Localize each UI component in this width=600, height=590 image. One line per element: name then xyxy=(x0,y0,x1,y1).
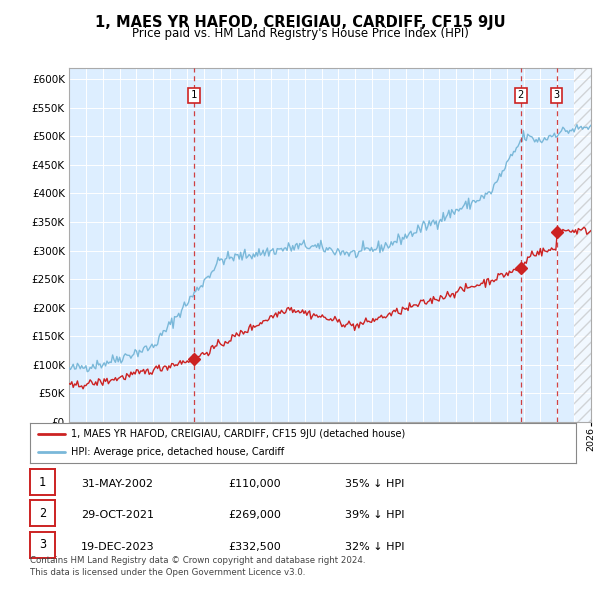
Text: 39% ↓ HPI: 39% ↓ HPI xyxy=(345,510,404,520)
Text: Price paid vs. HM Land Registry's House Price Index (HPI): Price paid vs. HM Land Registry's House … xyxy=(131,27,469,40)
Text: This data is licensed under the Open Government Licence v3.0.: This data is licensed under the Open Gov… xyxy=(30,568,305,577)
Text: 2: 2 xyxy=(39,507,46,520)
Text: 32% ↓ HPI: 32% ↓ HPI xyxy=(345,542,404,552)
Text: £110,000: £110,000 xyxy=(228,479,281,489)
Text: 2: 2 xyxy=(518,90,524,100)
Text: 1, MAES YR HAFOD, CREIGIAU, CARDIFF, CF15 9JU: 1, MAES YR HAFOD, CREIGIAU, CARDIFF, CF1… xyxy=(95,15,505,30)
Text: 1: 1 xyxy=(191,90,197,100)
Bar xyxy=(574,68,591,422)
Text: 3: 3 xyxy=(554,90,560,100)
Text: £332,500: £332,500 xyxy=(228,542,281,552)
Text: 3: 3 xyxy=(39,538,46,551)
Text: 1, MAES YR HAFOD, CREIGIAU, CARDIFF, CF15 9JU (detached house): 1, MAES YR HAFOD, CREIGIAU, CARDIFF, CF1… xyxy=(71,429,405,439)
Text: 31-MAY-2002: 31-MAY-2002 xyxy=(81,479,153,489)
Text: 19-DEC-2023: 19-DEC-2023 xyxy=(81,542,155,552)
Text: 35% ↓ HPI: 35% ↓ HPI xyxy=(345,479,404,489)
Text: 29-OCT-2021: 29-OCT-2021 xyxy=(81,510,154,520)
Text: HPI: Average price, detached house, Cardiff: HPI: Average price, detached house, Card… xyxy=(71,447,284,457)
Text: £269,000: £269,000 xyxy=(228,510,281,520)
Text: Contains HM Land Registry data © Crown copyright and database right 2024.: Contains HM Land Registry data © Crown c… xyxy=(30,556,365,565)
Text: 1: 1 xyxy=(39,476,46,489)
